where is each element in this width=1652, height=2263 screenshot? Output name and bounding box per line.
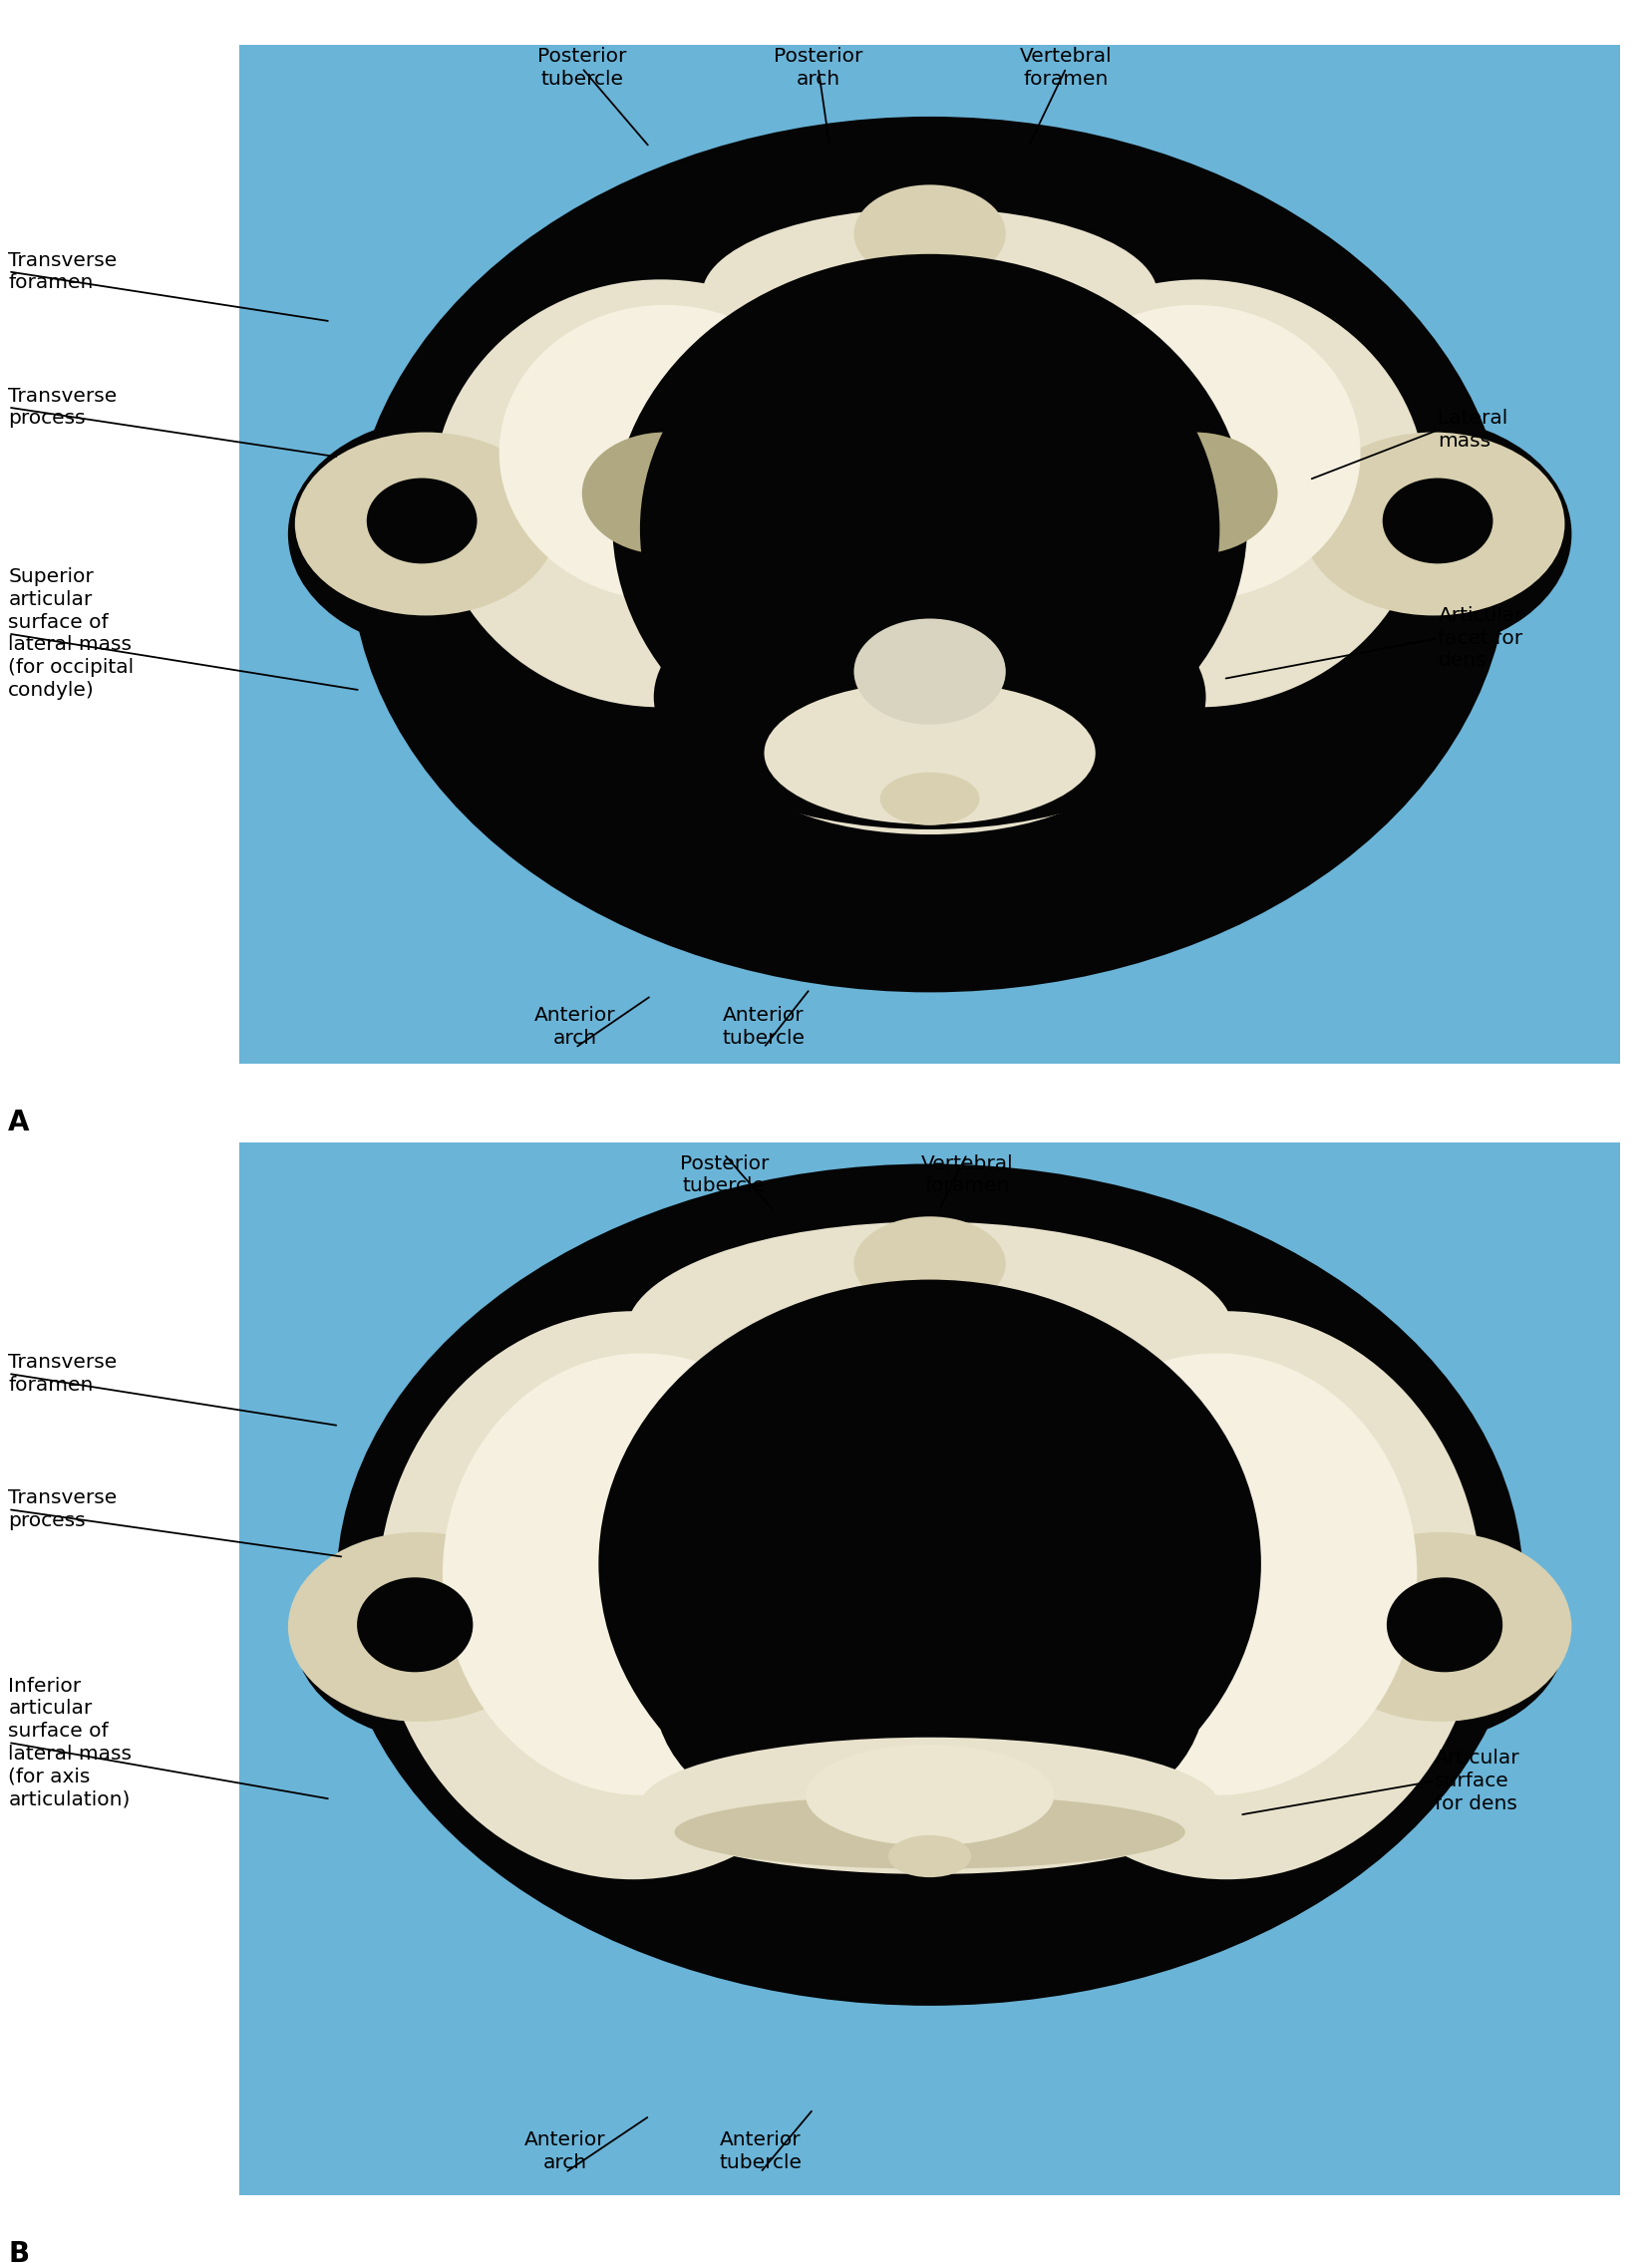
Ellipse shape [287, 416, 605, 652]
Ellipse shape [702, 208, 1156, 380]
Ellipse shape [461, 240, 1398, 484]
Text: Posterior
arch: Posterior arch [773, 48, 862, 88]
Ellipse shape [1302, 432, 1564, 616]
Ellipse shape [611, 253, 1247, 794]
Text: Lateral
mass: Lateral mass [1437, 410, 1507, 450]
Ellipse shape [902, 258, 1150, 391]
Ellipse shape [1112, 432, 1277, 554]
Text: Articular
surface
for dens: Articular surface for dens [1434, 1749, 1520, 1813]
Text: Superior
articular
surface of
lateral mass
(for occipital
condyle): Superior articular surface of lateral ma… [8, 568, 134, 699]
Ellipse shape [626, 1222, 1232, 1444]
Ellipse shape [499, 306, 829, 600]
Text: Transverse
foramen: Transverse foramen [8, 1353, 117, 1394]
Ellipse shape [357, 1577, 472, 1672]
Ellipse shape [639, 1738, 1219, 1874]
Ellipse shape [737, 672, 1122, 835]
Ellipse shape [750, 339, 1108, 505]
Text: Anterior
arch: Anterior arch [524, 2132, 606, 2172]
Ellipse shape [854, 186, 1004, 283]
Ellipse shape [294, 432, 557, 616]
Ellipse shape [854, 618, 1004, 724]
Ellipse shape [654, 563, 1206, 831]
Ellipse shape [654, 1564, 928, 1817]
Ellipse shape [433, 278, 887, 706]
Ellipse shape [854, 1217, 1004, 1310]
Ellipse shape [763, 681, 1095, 824]
Text: Transverse
process: Transverse process [8, 387, 117, 428]
Ellipse shape [582, 432, 747, 554]
Ellipse shape [639, 278, 1219, 778]
Ellipse shape [1381, 477, 1492, 563]
Text: Posterior
tubercle: Posterior tubercle [679, 1154, 768, 1195]
Bar [778, 1659, 1080, 1763]
Ellipse shape [930, 1564, 1206, 1817]
Ellipse shape [294, 1532, 598, 1743]
Ellipse shape [1029, 306, 1360, 600]
Ellipse shape [874, 767, 985, 828]
Bar [240, 45, 1619, 1064]
Ellipse shape [443, 1353, 843, 1795]
Ellipse shape [943, 306, 1247, 457]
Ellipse shape [367, 477, 477, 563]
Text: Anterior
tubercle: Anterior tubercle [719, 2132, 801, 2172]
Text: Articular
facet for
dens: Articular facet for dens [1437, 606, 1523, 670]
Ellipse shape [611, 306, 915, 457]
Ellipse shape [971, 1310, 1480, 1878]
Ellipse shape [971, 278, 1426, 706]
Ellipse shape [849, 616, 1009, 726]
Ellipse shape [879, 772, 980, 826]
Ellipse shape [335, 1163, 1523, 2005]
Text: Inferior
articular
surface of
lateral mass
(for axis
articulation): Inferior articular surface of lateral ma… [8, 1677, 132, 1808]
Ellipse shape [350, 118, 1508, 991]
Ellipse shape [805, 1745, 1054, 1847]
Ellipse shape [1308, 1532, 1571, 1722]
Ellipse shape [674, 1795, 1184, 1869]
Ellipse shape [930, 1310, 1289, 1489]
Ellipse shape [378, 1310, 887, 1878]
Ellipse shape [598, 1279, 1260, 1849]
Text: Vertebral
foramen: Vertebral foramen [920, 1154, 1013, 1195]
Ellipse shape [570, 1310, 930, 1489]
Text: Anterior
tubercle: Anterior tubercle [722, 1007, 805, 1048]
Ellipse shape [709, 258, 957, 391]
Ellipse shape [887, 1835, 971, 1878]
Text: Transverse
process: Transverse process [8, 1489, 117, 1530]
Text: Anterior
arch: Anterior arch [534, 1007, 616, 1048]
Bar [240, 1143, 1619, 2195]
Text: B: B [8, 2240, 30, 2263]
Text: Vertebral
foramen: Vertebral foramen [1019, 48, 1112, 88]
Text: Posterior
tubercle: Posterior tubercle [537, 48, 626, 88]
Ellipse shape [287, 1532, 550, 1722]
Ellipse shape [1254, 416, 1571, 652]
Ellipse shape [1386, 1577, 1502, 1672]
Text: Transverse
foramen: Transverse foramen [8, 251, 117, 292]
Ellipse shape [1260, 1532, 1564, 1743]
Text: A: A [8, 1109, 30, 1136]
Ellipse shape [1016, 1353, 1416, 1795]
